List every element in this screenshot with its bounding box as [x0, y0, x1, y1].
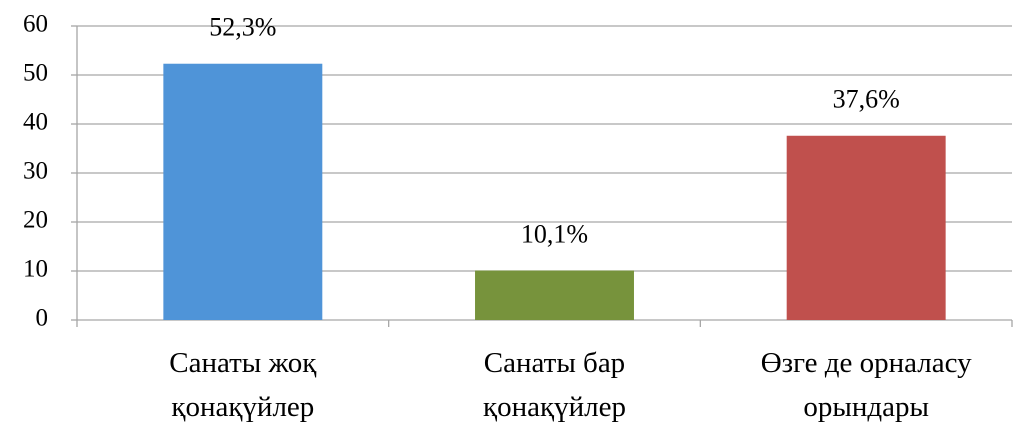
x-tick-label-line: Өзге де орналасу [761, 347, 972, 379]
x-tick-label: Өзге де орналасу орындары [761, 347, 972, 423]
x-tick-label-line: қонақүйлер [171, 391, 314, 423]
bar [163, 63, 323, 320]
bar [786, 135, 946, 320]
data-label: 37,6% [833, 85, 900, 114]
data-label: 52,3% [209, 13, 276, 42]
y-tick-label: 40 [23, 109, 48, 136]
x-tick-label-line: Санаты бар [484, 347, 625, 379]
y-tick-label: 10 [23, 256, 48, 283]
x-tick-label-line: қонақүйлер [483, 391, 626, 423]
x-tick-label: Санаты бар қонақүйлер [483, 347, 626, 423]
y-tick-label: 60 [23, 11, 48, 38]
y-tick-label: 30 [23, 158, 48, 185]
data-label: 10,1% [521, 219, 588, 248]
x-tick-label-line: Санаты жоқ [169, 347, 317, 379]
bar [475, 270, 634, 320]
y-tick-label: 50 [23, 60, 48, 87]
x-tick-label: Санаты жоқ қонақүйлер [169, 347, 317, 423]
y-tick-label: 20 [23, 207, 48, 234]
x-tick-label-line: орындары [803, 391, 929, 423]
y-tick-label: 0 [36, 305, 49, 332]
